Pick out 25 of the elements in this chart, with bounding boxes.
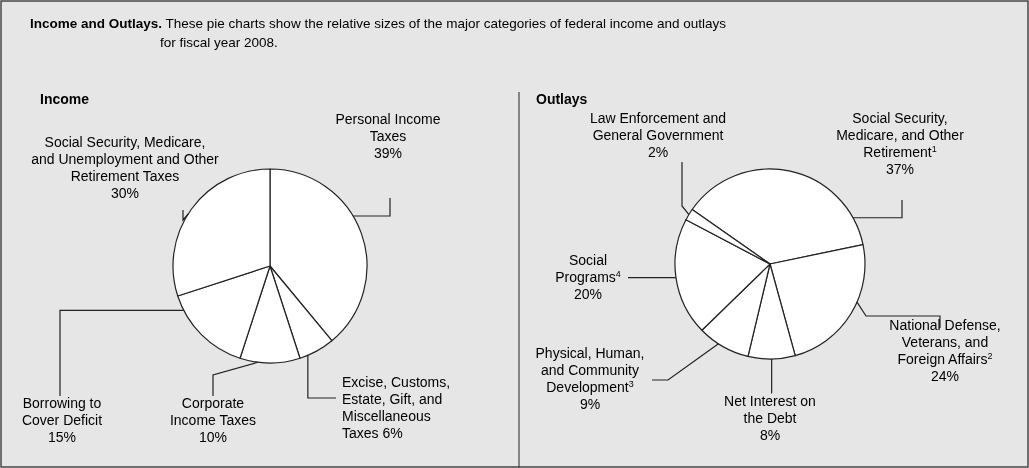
slice-label: Borrowing to Cover Deficit [21,395,103,428]
slice-label: Social Security, Medicare, and Other Retirement$^{1}$ [836,110,965,160]
slice-label: Social Programs$^{4}$ [555,252,621,285]
slice-label: Excise, Customs, Estate, Gift, and Miscellaneous Taxes 6% [342,374,451,441]
slice-label: Corporate Income Taxes [169,395,257,428]
data-label: 8% [759,427,781,443]
slice-label: Physical, Human, and Community Development$^{3}$ [535,345,645,395]
data-label: 37% [885,161,915,177]
data-label: 2% [647,144,669,160]
data-label: 20% [573,286,603,302]
slice-label: Law Enforcement and General Government [589,110,727,143]
text: Income and Outlays. [30,16,163,31]
data-label: 30% [110,185,140,201]
slice-label: Personal Income Taxes [335,111,441,144]
data-label: 15% [47,429,77,445]
data-label: 39% [373,145,403,161]
data-label: 24% [930,368,960,384]
text: These pie charts show the relative sizes of the major categories of federal income and outlays for fiscal year 2008. [160,16,727,50]
chart-title: Income [40,91,90,107]
slice-label: Net Interest on the Debt [724,393,816,426]
data-label: 9% [579,396,601,412]
slice-label: National Defense, Veterans, and Foreign Affairs$^{2}$ [889,317,1001,367]
slice-label: Social Security, Medicare, and Unemployment and Other Retirement Taxes [31,134,220,184]
chart-title: Outlays [536,91,588,107]
data-label: 10% [198,429,228,445]
